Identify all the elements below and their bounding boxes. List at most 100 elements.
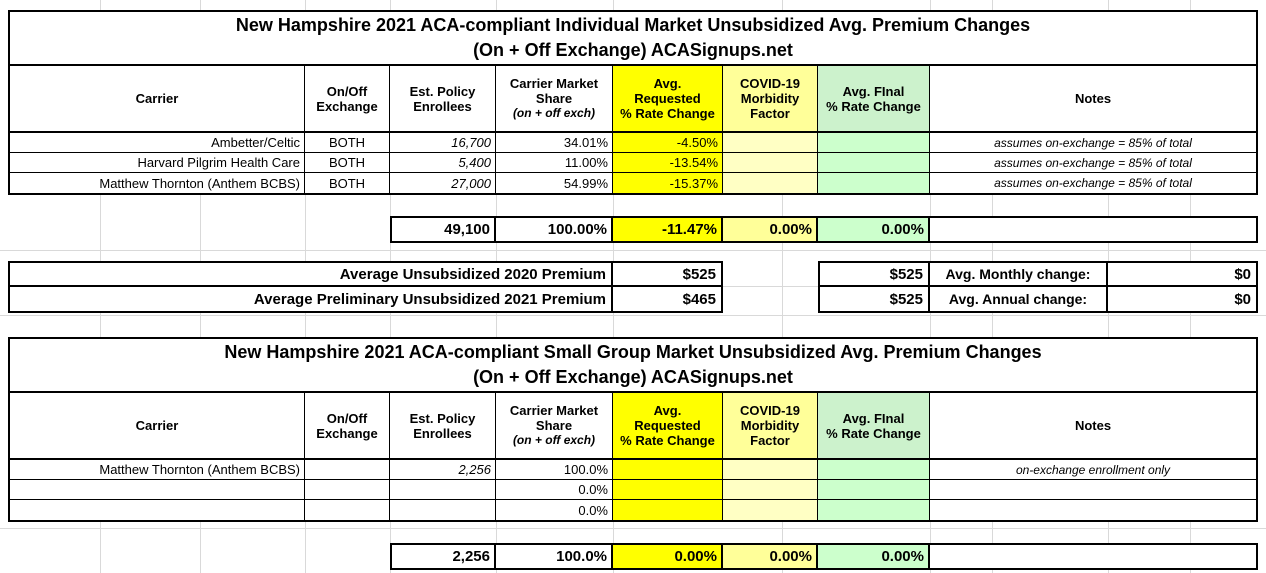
requested-cell[interactable]: -4.50% bbox=[613, 133, 723, 153]
annual-change-value[interactable]: $0 bbox=[1108, 287, 1258, 313]
premium-2021-label[interactable]: Average Preliminary Unsubsidized 2021 Pr… bbox=[8, 287, 613, 313]
final-cell[interactable] bbox=[818, 173, 930, 193]
requested-cell[interactable] bbox=[613, 480, 723, 500]
final-column-header[interactable]: Avg. FInal % Rate Change bbox=[818, 393, 930, 458]
enrollees-cell[interactable]: 16,700 bbox=[390, 133, 496, 153]
exchange-cell[interactable] bbox=[305, 460, 390, 480]
carrier-column-header[interactable]: Carrier bbox=[10, 66, 305, 131]
monthly-change-value[interactable]: $0 bbox=[1108, 261, 1258, 287]
individual-totals-row: 49,100 100.00% -11.47% 0.00% 0.00% bbox=[390, 216, 1258, 243]
enrollees-column-header[interactable]: Est. Policy Enrollees bbox=[390, 393, 496, 458]
notes-cell[interactable] bbox=[930, 480, 1256, 500]
carrier-cell[interactable]: Matthew Thornton (Anthem BCBS) bbox=[10, 173, 305, 193]
notes-cell[interactable]: assumes on-exchange = 85% of total bbox=[994, 176, 1192, 190]
title-line-2: (On + Off Exchange) ACASignups.net bbox=[473, 367, 793, 387]
final-cell[interactable] bbox=[818, 133, 930, 153]
premium-row-2020: Average Unsubsidized 2020 Premium $525 $… bbox=[8, 261, 1258, 287]
requested-cell[interactable]: -13.54% bbox=[613, 153, 723, 173]
total-enrollees-cell[interactable]: 2,256 bbox=[392, 545, 496, 568]
premium-2021-final-value[interactable]: $525 bbox=[818, 287, 930, 313]
covid-cell[interactable] bbox=[723, 173, 818, 193]
requested-cell[interactable] bbox=[613, 460, 723, 480]
total-notes-cell[interactable] bbox=[930, 545, 1256, 568]
carrier-cell[interactable]: Ambetter/Celtic bbox=[10, 133, 305, 153]
market-share-header-main: Carrier Market Share bbox=[509, 403, 599, 433]
market-share-header-sub: (on + off exch) bbox=[512, 106, 596, 120]
final-cell[interactable] bbox=[818, 480, 930, 500]
total-requested-cell[interactable]: -11.47% bbox=[613, 218, 723, 241]
premium-2020-label[interactable]: Average Unsubsidized 2020 Premium bbox=[8, 261, 613, 287]
enrollees-column-header[interactable]: Est. Policy Enrollees bbox=[390, 66, 496, 131]
notes-cell[interactable] bbox=[930, 500, 1256, 520]
total-final-cell[interactable]: 0.00% bbox=[818, 545, 930, 568]
covid-column-header[interactable]: COVID-19 Morbidity Factor bbox=[723, 66, 818, 131]
market-share-cell[interactable]: 34.01% bbox=[496, 133, 613, 153]
total-final-cell[interactable]: 0.00% bbox=[818, 218, 930, 241]
market-share-cell[interactable]: 11.00% bbox=[496, 153, 613, 173]
total-enrollees-cell[interactable]: 49,100 bbox=[392, 218, 496, 241]
exchange-cell[interactable]: BOTH bbox=[305, 153, 390, 173]
final-column-header[interactable]: Avg. FInal % Rate Change bbox=[818, 66, 930, 131]
enrollees-cell[interactable] bbox=[390, 500, 496, 520]
requested-column-header[interactable]: Avg. Requested % Rate Change bbox=[613, 393, 723, 458]
market-share-cell[interactable]: 0.0% bbox=[496, 480, 613, 500]
market-share-column-header[interactable]: Carrier Market Share (on + off exch) bbox=[496, 393, 613, 458]
premium-summary: Average Unsubsidized 2020 Premium $525 $… bbox=[8, 261, 1258, 313]
total-notes-cell[interactable] bbox=[930, 218, 1256, 241]
premium-2020-final-value[interactable]: $525 bbox=[818, 261, 930, 287]
total-share-cell[interactable]: 100.0% bbox=[496, 545, 613, 568]
covid-cell[interactable] bbox=[723, 133, 818, 153]
notes-cell[interactable]: assumes on-exchange = 85% of total bbox=[930, 153, 1256, 173]
final-cell[interactable] bbox=[818, 500, 930, 520]
grid-line bbox=[0, 528, 1266, 529]
exchange-column-header[interactable]: On/Off Exchange bbox=[305, 393, 390, 458]
market-share-column-header[interactable]: Carrier Market Share (on + off exch) bbox=[496, 66, 613, 131]
premium-gap-cell[interactable] bbox=[723, 287, 818, 313]
covid-cell[interactable] bbox=[723, 460, 818, 480]
covid-cell[interactable] bbox=[723, 153, 818, 173]
small-group-market-title[interactable]: New Hampshire 2021 ACA-compliant Small G… bbox=[10, 339, 1256, 393]
covid-cell[interactable] bbox=[723, 480, 818, 500]
enrollees-cell[interactable]: 5,400 bbox=[390, 153, 496, 173]
requested-cell[interactable] bbox=[613, 500, 723, 520]
exchange-cell[interactable] bbox=[305, 500, 390, 520]
premium-gap-cell[interactable] bbox=[723, 261, 818, 287]
covid-column-header[interactable]: COVID-19 Morbidity Factor bbox=[723, 393, 818, 458]
premium-2021-requested-value[interactable]: $465 bbox=[613, 287, 723, 313]
premium-row-2021: Average Preliminary Unsubsidized 2021 Pr… bbox=[8, 287, 1258, 313]
exchange-cell[interactable]: BOTH bbox=[305, 173, 390, 193]
exchange-cell[interactable]: BOTH bbox=[305, 133, 390, 153]
final-cell[interactable] bbox=[818, 153, 930, 173]
enrollees-cell[interactable] bbox=[390, 480, 496, 500]
notes-cell[interactable]: on-exchange enrollment only bbox=[930, 460, 1256, 480]
total-covid-cell[interactable]: 0.00% bbox=[723, 218, 818, 241]
enrollees-cell[interactable]: 2,256 bbox=[390, 460, 496, 480]
notes-column-header[interactable]: Notes bbox=[1074, 91, 1112, 106]
requested-cell[interactable]: -15.37% bbox=[613, 173, 723, 193]
annual-change-label[interactable]: Avg. Annual change: bbox=[930, 287, 1108, 313]
requested-column-header[interactable]: Avg. Requested % Rate Change bbox=[613, 66, 723, 131]
notes-cell[interactable]: assumes on-exchange = 85% of total bbox=[930, 133, 1256, 153]
carrier-cell[interactable]: Matthew Thornton (Anthem BCBS) bbox=[10, 460, 305, 480]
final-cell[interactable] bbox=[818, 460, 930, 480]
individual-market-title[interactable]: New Hampshire 2021 ACA-compliant Individ… bbox=[10, 12, 1256, 66]
premium-2020-requested-value[interactable]: $525 bbox=[613, 261, 723, 287]
enrollees-cell[interactable]: 27,000 bbox=[390, 173, 496, 193]
market-share-cell[interactable]: 54.99% bbox=[496, 173, 613, 193]
market-share-cell[interactable]: 0.0% bbox=[496, 500, 613, 520]
title-line-1: New Hampshire 2021 ACA-compliant Individ… bbox=[235, 15, 1031, 35]
carrier-cell[interactable]: Harvard Pilgrim Health Care bbox=[10, 153, 305, 173]
carrier-cell[interactable] bbox=[10, 500, 305, 520]
monthly-change-label[interactable]: Avg. Monthly change: bbox=[930, 261, 1108, 287]
carrier-column-header[interactable]: Carrier bbox=[10, 393, 305, 458]
covid-cell[interactable] bbox=[723, 500, 818, 520]
total-share-cell[interactable]: 100.00% bbox=[496, 218, 613, 241]
exchange-cell[interactable] bbox=[305, 480, 390, 500]
carrier-cell[interactable] bbox=[10, 480, 305, 500]
total-covid-cell[interactable]: 0.00% bbox=[723, 545, 818, 568]
notes-column-header[interactable]: Notes bbox=[1074, 418, 1112, 433]
market-share-cell[interactable]: 100.0% bbox=[496, 460, 613, 480]
exchange-column-header[interactable]: On/Off Exchange bbox=[305, 66, 390, 131]
total-requested-cell[interactable]: 0.00% bbox=[613, 545, 723, 568]
